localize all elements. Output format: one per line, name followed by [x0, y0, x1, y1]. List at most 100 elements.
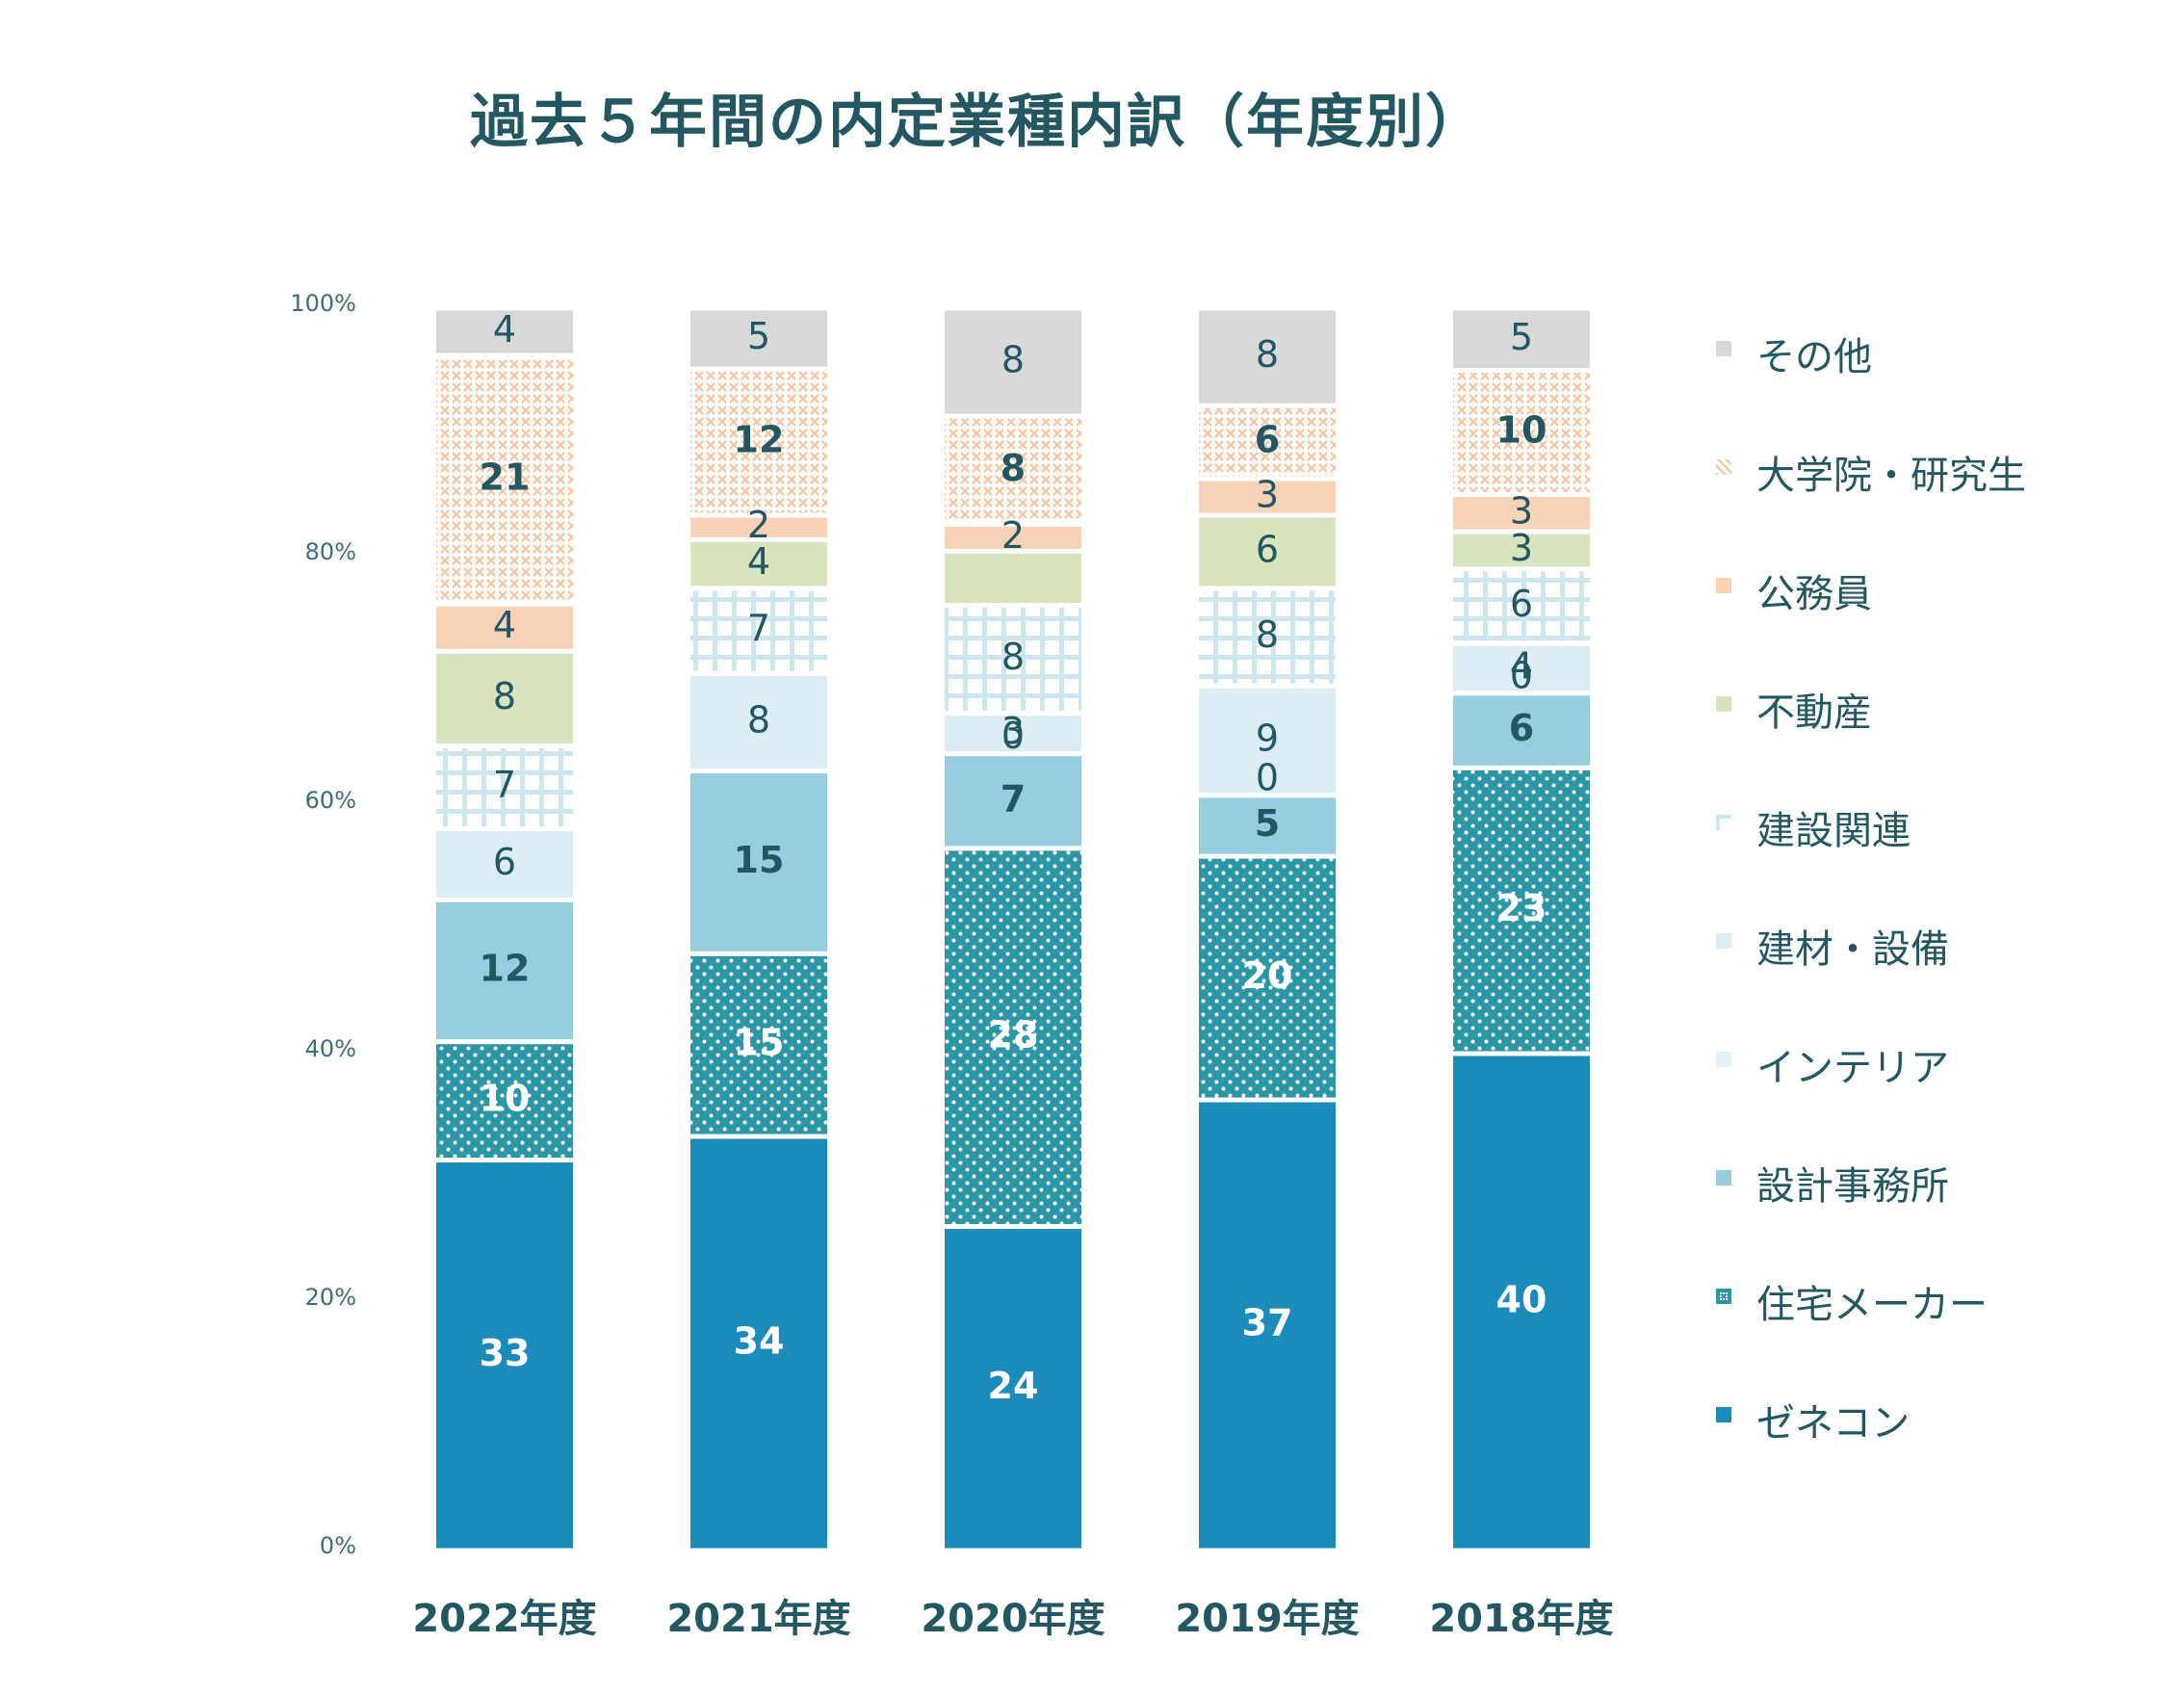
bar-segment: [1199, 590, 1336, 684]
legend-label: インテリア: [1756, 1046, 1949, 1090]
y-tick-label: 20%: [305, 1284, 356, 1311]
legend-label: 住宅メーカー: [1756, 1283, 1988, 1327]
data-label: 21: [480, 456, 531, 499]
bar-segment: [1453, 1056, 1590, 1549]
bar-segment: [690, 773, 827, 952]
bar-segment: [690, 955, 827, 1134]
data-label: 8: [1001, 636, 1025, 678]
legend-label: その他: [1756, 335, 1872, 379]
data-label: 0: [1510, 654, 1533, 696]
bar-segment: [1453, 769, 1590, 1052]
bar-segment: [1453, 571, 1590, 641]
legend-swatch: [1716, 1407, 1731, 1422]
data-label: 10: [1496, 409, 1547, 452]
data-label: 3: [1510, 489, 1533, 532]
data-label: 7: [747, 608, 770, 650]
legend-swatch: [1716, 341, 1731, 356]
bar-segment: [1453, 310, 1590, 368]
data-label: 10: [480, 1078, 531, 1120]
data-label: 8: [747, 699, 770, 742]
data-label: 23: [1496, 887, 1547, 929]
bar-segment: [945, 310, 1081, 414]
bar-segment: [945, 553, 1081, 603]
y-tick-label: 40%: [305, 1035, 356, 1062]
data-label: 6: [1509, 707, 1534, 749]
legend-item: 建設関連: [1716, 794, 2120, 853]
data-label: 7: [493, 764, 516, 806]
data-label: 24: [988, 1365, 1039, 1407]
legend-item: その他: [1716, 320, 2120, 379]
bar-segment: [436, 606, 573, 649]
data-label: 4: [747, 540, 770, 583]
bar-segment: [690, 675, 827, 769]
legend-swatch: [1716, 815, 1731, 830]
legend-label: 建設関連: [1756, 809, 1911, 853]
bar-segment: [1453, 534, 1590, 567]
data-label: 12: [734, 419, 785, 461]
data-label: 5: [747, 315, 770, 357]
bar-segment: [690, 310, 827, 367]
legend-swatch: [1716, 459, 1731, 475]
y-tick-label: 80%: [305, 538, 356, 565]
legend-item: 大学院・研究生: [1716, 438, 2120, 498]
legend-label: 大学院・研究生: [1756, 454, 2026, 498]
data-label: 15: [734, 839, 785, 881]
bar-segment: [945, 418, 1081, 522]
bar-segment: [945, 526, 1081, 549]
data-label: 4: [493, 308, 516, 351]
data-label: 6: [1510, 583, 1533, 625]
bar-segment: [690, 590, 827, 671]
bar-segment: [1199, 407, 1336, 477]
bar-segment: [1199, 688, 1336, 794]
data-label: 2: [1001, 514, 1025, 557]
bar-segment: [1453, 497, 1590, 530]
legend-swatch: [1716, 578, 1731, 593]
bar-segment: [436, 310, 573, 353]
data-label: 15: [734, 1022, 785, 1064]
bar-segment: [1453, 373, 1590, 492]
legend-swatch: [1716, 696, 1731, 712]
x-tick-label: 2018年度: [1429, 1597, 1613, 1641]
data-label: 9: [1256, 717, 1279, 759]
bar-segment: [436, 748, 573, 827]
bar-segment: [690, 541, 827, 587]
data-label: 8: [1001, 339, 1025, 381]
legend-item: 公務員: [1716, 557, 2120, 616]
legend-swatch: [1716, 1052, 1731, 1067]
legend-item: ゼネコン: [1716, 1386, 2120, 1446]
data-label: 4: [493, 604, 516, 646]
legend-label: ゼネコン: [1756, 1401, 1911, 1446]
data-label: 4: [1510, 645, 1533, 688]
bar-segment: [1199, 797, 1336, 854]
legend-item: 不動産: [1716, 675, 2120, 735]
bar-segment: [945, 756, 1081, 847]
legend-item: 住宅メーカー: [1716, 1267, 2120, 1327]
bar-segment: [436, 653, 573, 744]
data-label: 34: [734, 1320, 785, 1363]
legend-label: 公務員: [1756, 572, 1872, 616]
bar-segment: [690, 517, 827, 537]
bar-segment: [436, 901, 573, 1040]
legend-swatch: [1716, 1170, 1731, 1186]
data-label: 3: [1256, 474, 1279, 516]
data-label: 0: [1256, 756, 1279, 798]
bar-segment: [436, 357, 573, 602]
data-label: 8: [493, 675, 516, 717]
bar-segment: [436, 1044, 573, 1159]
chart-title: 過去５年間の内定業種内訳（年度別）: [470, 89, 1485, 156]
bar-segment: [690, 1138, 827, 1549]
data-label: 8: [1256, 333, 1279, 376]
bar-segment: [1199, 858, 1336, 1098]
data-label: 2: [747, 504, 770, 546]
bar-segment: [1199, 310, 1336, 404]
data-label: 7: [1001, 777, 1026, 820]
bar-segment: [945, 850, 1081, 1224]
data-label: 40: [1496, 1279, 1547, 1321]
x-tick-label: 2020年度: [921, 1597, 1105, 1641]
legend-swatch: [1716, 1289, 1731, 1304]
legend-label: 設計事務所: [1756, 1164, 1949, 1209]
data-label: 0: [1001, 715, 1025, 757]
legend-item: インテリア: [1716, 1030, 2120, 1090]
bar-segment: [436, 831, 573, 898]
